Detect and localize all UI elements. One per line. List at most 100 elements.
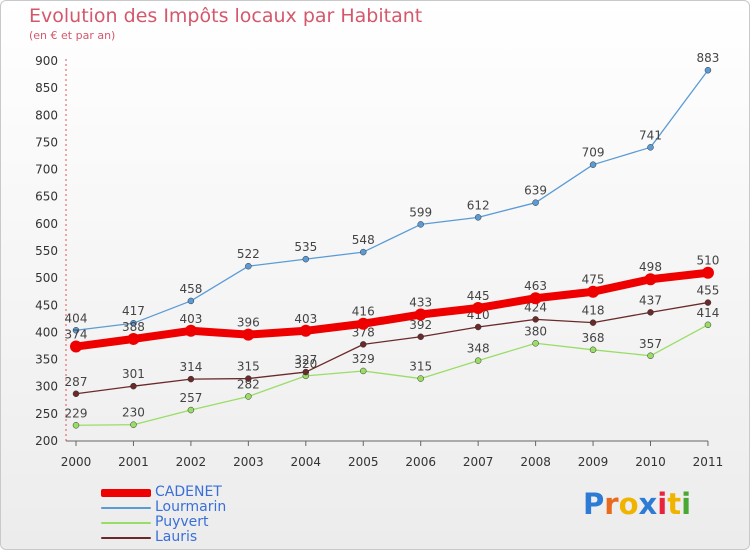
data-point [472, 302, 485, 314]
legend-swatch [101, 522, 151, 524]
data-label: 327 [294, 353, 317, 367]
data-label: 498 [639, 260, 662, 274]
data-point [587, 285, 600, 298]
data-label: 510 [696, 254, 719, 268]
data-point [417, 333, 424, 341]
data-point [474, 214, 482, 221]
data-label: 378 [352, 325, 375, 339]
y-tick-label: 900 [35, 54, 58, 68]
data-label: 374 [65, 328, 88, 342]
data-point [72, 327, 80, 334]
data-label: 229 [65, 406, 88, 420]
x-tick-label: 2004 [291, 455, 322, 469]
y-tick-label: 300 [35, 380, 58, 394]
data-label: 475 [582, 273, 605, 287]
data-point [529, 292, 542, 305]
legend-swatch [101, 507, 151, 509]
legend-swatch [101, 537, 151, 539]
legend-label: Lourmarin [155, 499, 227, 515]
data-point [704, 321, 712, 329]
y-tick-label: 350 [35, 353, 58, 367]
data-point [704, 66, 712, 74]
x-tick-label: 2001 [118, 455, 149, 469]
x-tick-label: 2006 [405, 455, 436, 469]
data-point [474, 357, 482, 364]
data-point [245, 393, 252, 400]
data-point [302, 255, 310, 263]
series-line [75, 324, 709, 426]
y-tick-label: 500 [35, 271, 58, 285]
x-tick-label: 2007 [463, 455, 494, 469]
data-point [360, 341, 367, 348]
x-tick-label: 2011 [693, 455, 724, 469]
y-tick-label: 450 [35, 298, 58, 312]
data-point [130, 319, 137, 327]
data-label: 414 [696, 306, 719, 320]
data-point [245, 375, 252, 382]
x-tick-label: 2009 [578, 455, 609, 469]
data-label: 741 [639, 128, 662, 142]
data-point [704, 299, 712, 306]
data-label: 424 [524, 300, 547, 314]
chart-title: Evolution des Impôts locaux par Habitant [29, 5, 423, 27]
series-line [75, 268, 709, 351]
data-label: 709 [582, 146, 605, 160]
y-tick-label: 200 [35, 434, 58, 448]
data-point [187, 297, 195, 305]
chart-subtitle: (en € et par an) [29, 29, 116, 42]
data-point [72, 390, 80, 398]
data-label: 418 [582, 304, 605, 318]
data-label: 388 [122, 320, 145, 334]
data-label: 416 [352, 305, 375, 319]
data-label: 437 [639, 293, 662, 307]
data-label: 396 [237, 316, 260, 330]
y-tick-label: 800 [35, 108, 58, 122]
data-point [644, 273, 657, 286]
data-label: 301 [122, 367, 145, 381]
data-point [130, 382, 137, 390]
x-tick-label: 2003 [233, 455, 264, 469]
data-point [70, 340, 82, 353]
data-label: 522 [237, 247, 260, 261]
legend-label: Puyvert [155, 514, 209, 530]
data-point [532, 199, 539, 206]
y-tick-label: 400 [35, 325, 58, 339]
data-label: 348 [467, 342, 490, 356]
x-tick-label: 2005 [348, 455, 379, 469]
data-point [360, 367, 367, 375]
data-point [130, 421, 137, 428]
data-point [184, 324, 197, 337]
x-tick-label: 2010 [635, 455, 666, 469]
y-tick-label: 550 [35, 244, 58, 258]
data-label: 455 [696, 284, 719, 298]
proxiti-logo: Proxiti [583, 487, 692, 521]
series-cadenet: 374 388 403 396 403 416 433 445 463 475 498 510 [65, 254, 719, 353]
data-label: 548 [352, 233, 375, 247]
data-point [187, 406, 195, 414]
data-label: 329 [352, 352, 375, 366]
data-label: 417 [122, 304, 145, 318]
data-label: 368 [582, 331, 605, 345]
data-label: 282 [237, 377, 260, 391]
x-tick-label: 2000 [61, 455, 92, 469]
series-puyvert: 229 230 257 282 320 329 315 348 380 368 357 414 [65, 306, 719, 429]
data-point [127, 332, 140, 345]
data-point [417, 221, 424, 228]
data-point [532, 340, 539, 347]
data-label: 257 [179, 391, 202, 405]
data-point [647, 309, 654, 316]
x-tick-label: 2002 [176, 455, 207, 469]
data-label: 612 [467, 198, 490, 212]
series-line [75, 301, 709, 395]
data-point [302, 368, 310, 376]
series-lourmarin: 404 417 458 522 535 548 599 612 639 709 741 883 [65, 51, 719, 334]
data-point [245, 262, 252, 270]
data-label: 433 [409, 296, 432, 310]
data-label: 230 [122, 406, 145, 420]
data-point [589, 161, 597, 168]
data-label: 314 [179, 360, 202, 374]
data-label: 315 [409, 360, 432, 374]
data-point [72, 422, 80, 429]
